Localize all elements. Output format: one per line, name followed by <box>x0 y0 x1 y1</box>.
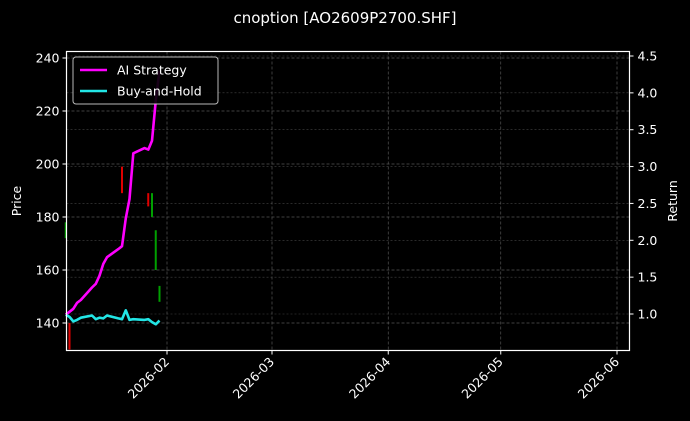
y2-tick-label: 2.5 <box>638 196 658 211</box>
right-axis-label: Return <box>665 180 680 221</box>
right-y-axis: 1.0 1.5 2.0 2.5 3.0 3.5 4.0 4.5 <box>629 49 658 322</box>
x-tick-label: 2026-03 <box>230 354 278 402</box>
legend-box <box>72 56 219 105</box>
y-tick-label: 140 <box>36 316 60 331</box>
candle <box>68 323 71 350</box>
y-tick-label: 240 <box>36 51 60 66</box>
y-tick-label: 220 <box>36 104 60 119</box>
y2-tick-label: 4.0 <box>638 85 658 100</box>
y2-tick-label: 3.5 <box>638 122 658 137</box>
x-axis: 2026-02 2026-03 2026-04 2026-05 2026-06 <box>125 350 623 402</box>
plot-frame <box>65 50 631 352</box>
series-line-buy-and-hold <box>65 308 161 326</box>
x-tick-label: 2026-02 <box>125 354 173 402</box>
y-tick-label: 160 <box>36 263 60 278</box>
left-axis-label: Price <box>9 185 24 216</box>
candle <box>151 193 153 217</box>
y2-tick-label: 1.0 <box>638 307 658 322</box>
y-tick-label: 180 <box>36 210 60 225</box>
candle <box>121 166 123 194</box>
series-line-ai-strategy <box>64 70 161 316</box>
candle <box>147 193 150 207</box>
y2-tick-label: 3.0 <box>638 159 658 174</box>
candle <box>158 285 161 302</box>
legend: AI Strategy Buy-and-Hold <box>72 56 219 105</box>
y2-tick-label: 1.5 <box>638 270 658 285</box>
x-tick-label: 2026-04 <box>346 354 394 402</box>
price-candles <box>64 166 161 350</box>
x-tick-label: 2026-06 <box>575 354 623 402</box>
candle <box>154 230 157 270</box>
y2-tick-label: 4.5 <box>638 49 658 64</box>
gridlines <box>66 51 630 351</box>
legend-label: Buy-and-Hold <box>117 84 202 99</box>
candle <box>64 222 67 239</box>
left-y-axis: 140 160 180 200 220 240 <box>36 51 67 331</box>
y-tick-label: 200 <box>36 157 60 172</box>
y2-tick-label: 2.0 <box>638 233 658 248</box>
x-tick-label: 2026-05 <box>458 354 506 402</box>
return-lines <box>64 70 161 326</box>
chart-title: cnoption [AO2609P2700.SHF] <box>233 9 457 27</box>
legend-label: AI Strategy <box>117 63 187 78</box>
